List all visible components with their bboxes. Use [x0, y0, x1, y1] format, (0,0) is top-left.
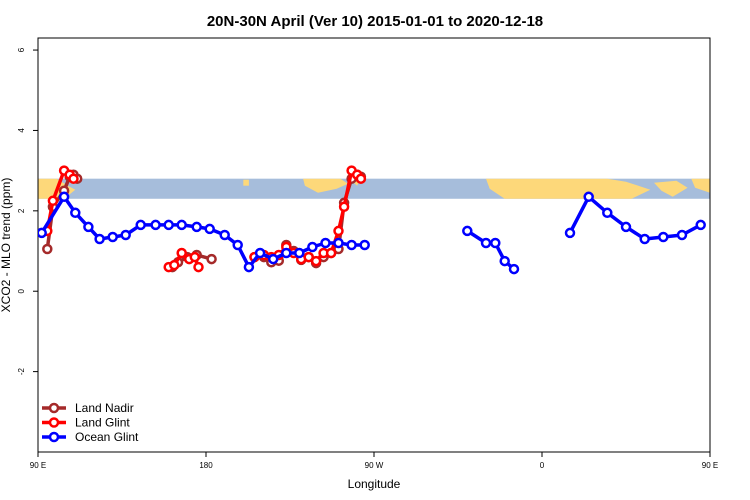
data-point-ocean-glint [107, 231, 118, 243]
data-point-ocean-glint [176, 219, 187, 231]
data-point-ocean-glint [602, 207, 613, 219]
data-point-ocean-glint [294, 247, 305, 259]
data-point-ocean-glint [58, 191, 70, 203]
x-axis: 90 E 180 90 W 0 90 E [30, 452, 718, 470]
data-point-ocean-glint [490, 237, 501, 249]
land-mass [691, 178, 710, 193]
land-mass [243, 179, 249, 186]
y-axis: -2 0 2 4 6 [17, 47, 38, 375]
data-point-land-glint [193, 261, 204, 273]
data-point-ocean-glint [163, 219, 174, 231]
data-point-ocean-glint [676, 229, 688, 241]
data-point-ocean-glint [639, 233, 650, 245]
data-point-ocean-glint [480, 237, 492, 249]
legend-label-land-glint: Land Glint [75, 416, 130, 430]
data-point-ocean-glint [191, 221, 202, 233]
data-point-ocean-glint [508, 263, 520, 275]
data-point-ocean-glint [243, 261, 255, 273]
y-tick-label: 6 [17, 47, 26, 52]
data-point-ocean-glint [83, 221, 94, 233]
land-mass [654, 180, 688, 197]
legend-marker-land-glint [48, 417, 60, 428]
data-point-land-nadir [42, 243, 53, 255]
x-tick-label: 0 [540, 461, 545, 470]
data-point-ocean-glint [499, 255, 510, 267]
y-tick-label: -2 [17, 368, 26, 376]
data-point-ocean-glint [333, 237, 344, 249]
series-ocean-glint [38, 191, 706, 275]
data-point-land-glint [68, 173, 79, 184]
series-layer [38, 165, 706, 275]
data-point-ocean-glint [462, 225, 473, 237]
data-point-ocean-glint [267, 253, 279, 265]
data-point-ocean-glint [94, 233, 105, 245]
legend-label-ocean-glint: Ocean Glint [75, 430, 139, 444]
data-point-ocean-glint [135, 219, 146, 231]
data-point-ocean-glint [232, 239, 243, 251]
data-point-ocean-glint [620, 221, 632, 233]
x-tick-label: 90 E [702, 461, 718, 470]
data-point-ocean-glint [254, 247, 266, 259]
legend-label-land-nadir: Land Nadir [75, 401, 134, 415]
legend-marker-land-nadir [48, 402, 60, 414]
x-axis-label: Longitude [348, 477, 401, 491]
data-point-ocean-glint [695, 219, 706, 231]
data-point-ocean-glint [658, 231, 669, 243]
data-point-land-glint [338, 201, 350, 213]
data-point-ocean-glint [346, 239, 357, 251]
y-axis-label: XCO2 - MLO trend (ppm) [0, 178, 13, 313]
map-band-land [38, 178, 710, 199]
x-tick-label: 90 E [30, 461, 46, 470]
data-point-land-nadir [206, 253, 217, 265]
y-tick-label: 0 [17, 288, 26, 293]
data-point-ocean-glint [583, 191, 594, 203]
data-point-land-glint [325, 247, 337, 259]
data-point-land-glint [355, 173, 367, 184]
data-point-ocean-glint [219, 229, 230, 241]
data-point-ocean-glint [120, 229, 131, 241]
land-mass [303, 178, 348, 193]
data-point-land-glint [169, 259, 180, 271]
data-point-ocean-glint [150, 219, 161, 231]
data-point-land-glint [47, 195, 59, 207]
data-point-ocean-glint [320, 237, 331, 249]
map-band [38, 178, 710, 199]
data-point-ocean-glint [564, 227, 576, 239]
land-mass [486, 178, 651, 199]
x-tick-label: 180 [199, 461, 213, 470]
legend-marker-ocean-glint [48, 431, 60, 443]
x-tick-label: 90 W [365, 461, 384, 470]
data-point-land-glint [310, 255, 322, 267]
plot-frame [37, 37, 711, 453]
y-tick-label: 4 [17, 128, 26, 133]
data-point-ocean-glint [359, 239, 370, 251]
chart-title: 20N-30N April (Ver 10) 2015-01-01 to 202… [207, 13, 543, 30]
y-tick-label: 2 [17, 208, 26, 213]
data-point-land-glint [333, 225, 344, 237]
data-point-ocean-glint [38, 227, 47, 239]
data-point-ocean-glint [204, 223, 215, 235]
data-point-ocean-glint [307, 241, 318, 253]
data-point-land-glint [189, 251, 201, 263]
data-point-ocean-glint [281, 247, 292, 259]
data-point-land-glint [176, 247, 187, 259]
data-point-ocean-glint [70, 207, 81, 219]
